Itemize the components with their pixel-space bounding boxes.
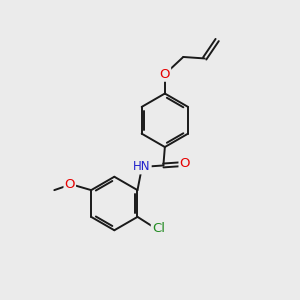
Text: HN: HN bbox=[133, 160, 151, 173]
Text: Cl: Cl bbox=[152, 222, 165, 235]
Text: O: O bbox=[179, 158, 190, 170]
Text: O: O bbox=[160, 68, 170, 81]
Text: O: O bbox=[64, 178, 75, 191]
